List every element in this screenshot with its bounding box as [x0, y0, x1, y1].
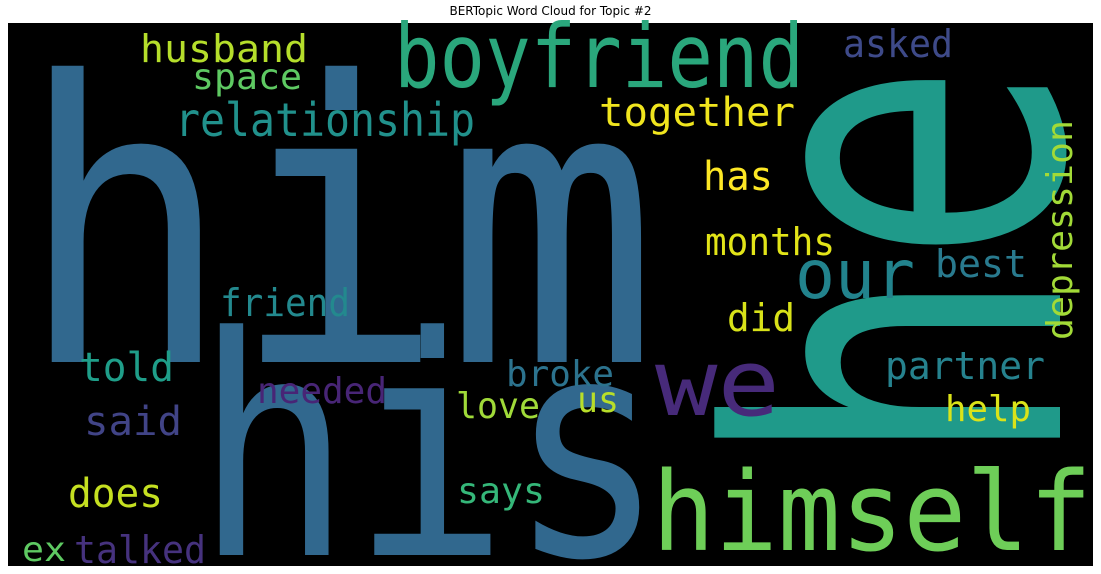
word-broke: broke — [506, 354, 614, 395]
word-friend: friend — [220, 281, 350, 325]
word-depression: depression — [1040, 120, 1081, 340]
word-our: our — [795, 236, 915, 315]
word-us: us — [577, 380, 619, 421]
word-partner: partner — [885, 344, 1045, 388]
word-has: has — [703, 154, 773, 200]
word-needed: needed — [257, 371, 387, 412]
word-says: says — [457, 471, 545, 512]
word-months: months — [705, 220, 835, 264]
word-husband: husband — [140, 27, 308, 71]
word-talked: talked — [74, 528, 206, 572]
word-best: best — [935, 242, 1027, 286]
word-together: together — [599, 90, 795, 136]
word-he: he — [639, 60, 1101, 470]
word-love: love — [456, 386, 540, 427]
chart-title: BERTopic Word Cloud for Topic #2 — [449, 4, 652, 18]
word-help: help — [945, 389, 1031, 430]
word-told: told — [79, 345, 174, 391]
cloud-background — [8, 23, 1093, 566]
word-asked: asked — [843, 22, 953, 66]
word-him: him — [18, 0, 658, 454]
word-his: his — [195, 272, 665, 574]
word-we: we — [655, 330, 780, 437]
word-relationship: relationship — [175, 93, 475, 147]
word-ex: ex — [22, 530, 66, 570]
word-himself: himself — [652, 448, 1092, 574]
word-space: space — [192, 57, 302, 98]
word-boyfriend: boyfriend — [394, 5, 804, 108]
word-said: said — [84, 399, 182, 445]
word-does: does — [68, 471, 163, 517]
word-did: did — [727, 296, 795, 340]
